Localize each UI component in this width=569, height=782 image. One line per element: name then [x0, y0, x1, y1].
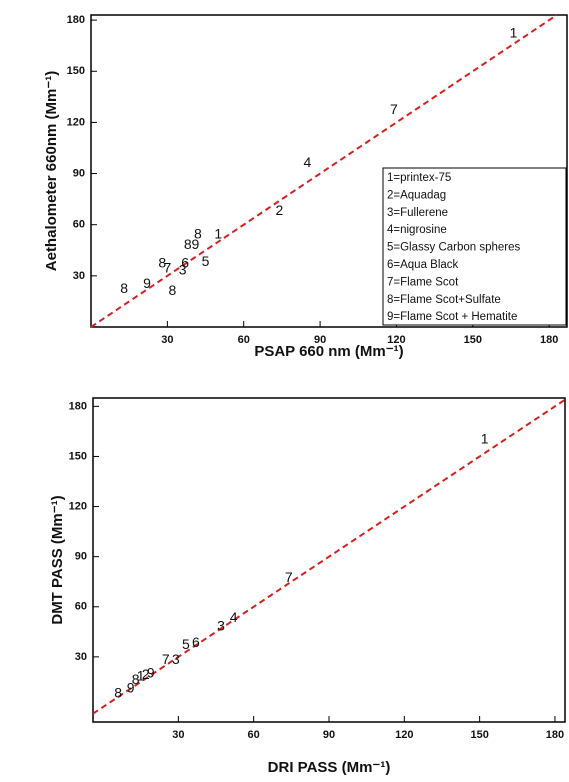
legend-entry: 5=Glassy Carbon spheres [387, 242, 521, 254]
point-label: 7 [285, 569, 293, 585]
y-tick-label: 60 [73, 219, 85, 231]
y-tick-label: 60 [75, 601, 87, 613]
point-label: 9 [191, 236, 199, 252]
y-tick-label: 90 [73, 167, 85, 179]
plot-frame [90, 14, 568, 328]
x-tick-label: 180 [546, 729, 564, 741]
legend-entry: 2=Aquadag [387, 189, 446, 201]
chart-bottom: 30 60 90 120 150 180 30 60 90 120 150 180 DRI PASS (… [49, 397, 566, 776]
y-tick-label: 30 [73, 270, 85, 282]
point-label: 8 [120, 280, 128, 296]
y-tick-label: 120 [67, 116, 85, 128]
x-tick-label: 180 [540, 334, 558, 346]
y-tick-label: 30 [75, 651, 87, 663]
point-label: 2 [142, 666, 150, 682]
x-tick-label: 60 [238, 334, 250, 346]
x-axis-title: DRI PASS (Mm⁻¹) [268, 759, 391, 776]
legend-entry: 9=Flame Scot + Hematite [387, 311, 517, 323]
x-tick-label: 30 [172, 729, 184, 741]
point-label: 7 [163, 260, 171, 276]
y-tick-label: 120 [69, 500, 87, 512]
x-tick-label: 30 [161, 334, 173, 346]
legend-entry: 6=Aqua Black [387, 259, 459, 271]
point-label: 8 [169, 282, 177, 298]
point-label: 9 [143, 275, 151, 291]
point-label: 4 [230, 609, 238, 625]
x-tick-label: 150 [470, 729, 488, 741]
x-axis-title: PSAP 660 nm (Mm⁻¹) [254, 343, 403, 360]
point-label: 5 [202, 253, 210, 269]
one-to-one-line [90, 14, 558, 328]
chart-top: 30 60 90 120 150 180 30 60 90 120 150 180 PSAP 660 n… [43, 14, 568, 360]
point-label: 8 [114, 684, 122, 700]
point-label: 3 [217, 618, 225, 634]
point-label: 4 [303, 154, 311, 170]
point-label: 8 [132, 671, 140, 687]
point-label: 8 [184, 236, 192, 252]
point-label: 1 [481, 430, 489, 446]
point-label: 7 [390, 101, 398, 117]
x-tick-label: 120 [387, 334, 405, 346]
point-label: 1 [510, 24, 518, 40]
y-axis-title: Aethalometer 660nm (Mm⁻¹) [43, 71, 60, 271]
point-label: 9 [147, 664, 155, 680]
y-tick-label: 150 [69, 450, 87, 462]
y-axis-title: DMT PASS (Mm⁻¹) [49, 495, 66, 624]
one-to-one-line [92, 398, 566, 715]
point-label: 3 [172, 651, 180, 667]
legend-entry: 1=printex-75 [387, 172, 451, 184]
legend-entry: 3=Fullerene [387, 207, 448, 219]
point-label: 7 [162, 651, 170, 667]
x-tick-label: 90 [314, 334, 326, 346]
point-label: 6 [192, 634, 200, 650]
legend-entry: 7=Flame Scot [387, 276, 459, 288]
legend-entry: 4=nigrosine [387, 224, 447, 236]
y-tick-label: 150 [67, 65, 85, 77]
point-label: 9 [127, 679, 135, 695]
point-label: 8 [194, 226, 202, 242]
legend-entry: 8=Flame Scot+Sulfate [387, 294, 501, 306]
point-label: 2 [275, 202, 283, 218]
legend-box [382, 167, 567, 326]
point-label: 1 [214, 226, 222, 242]
y-tick-label: 180 [67, 14, 85, 26]
point-label: 1 [137, 668, 145, 684]
point-label: 3 [179, 261, 187, 277]
point-label: 5 [182, 636, 190, 652]
x-tick-label: 60 [248, 729, 260, 741]
y-tick-label: 90 [75, 551, 87, 563]
x-tick-label: 150 [464, 334, 482, 346]
x-tick-label: 90 [323, 729, 335, 741]
point-label: 6 [181, 255, 189, 271]
point-label: 8 [158, 255, 166, 271]
y-tick-label: 180 [69, 400, 87, 412]
x-tick-label: 120 [395, 729, 413, 741]
